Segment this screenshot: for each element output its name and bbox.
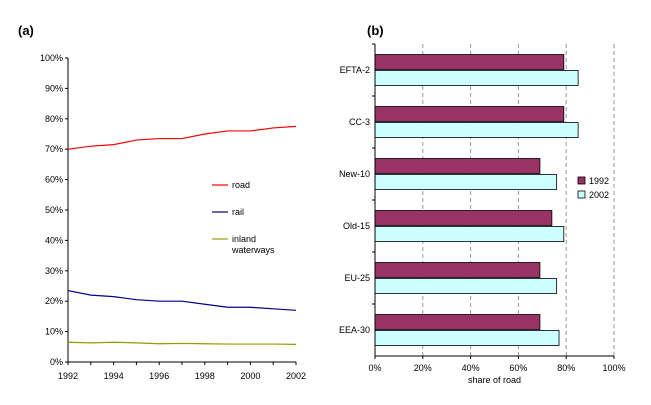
y-ticks: 0% 10% 20% 30% 40% 50% 60% 70% 80% 90% 100% bbox=[40, 53, 68, 367]
bars bbox=[374, 54, 579, 346]
series-line-inland-waterways bbox=[67, 341, 297, 345]
category-label: EFTA-2 bbox=[340, 65, 370, 75]
y-tick-label: 20% bbox=[45, 296, 63, 306]
y-tick-label: 30% bbox=[45, 266, 63, 276]
x-tick-label: 1994 bbox=[104, 371, 124, 381]
bar-1992-Old-15 bbox=[374, 210, 553, 226]
x-tick-label: 100% bbox=[602, 363, 625, 373]
line-chart: 0%10%20%30%40%50%60%70%80%90%100% 1992 19… bbox=[40, 53, 306, 381]
gridlines bbox=[422, 44, 615, 356]
legend-swatch bbox=[577, 176, 586, 185]
category-label: CC-3 bbox=[349, 117, 370, 127]
y-tick-label: 50% bbox=[45, 205, 63, 215]
x-tick-label: 1996 bbox=[149, 371, 169, 381]
bar-2002-EU-25 bbox=[374, 278, 558, 294]
legend-label: 1992 bbox=[589, 176, 609, 186]
bar-1992-EEA-30 bbox=[374, 314, 541, 330]
legend-label: rail bbox=[232, 207, 244, 217]
y-tick-label: 100% bbox=[40, 53, 63, 63]
category-label: EEA-30 bbox=[339, 325, 370, 335]
x-tick-label: 40% bbox=[462, 363, 480, 373]
panel-b-label: (b) bbox=[367, 23, 384, 38]
category-labels: EFTA-2 CC-3 New-10 Old-15 EU-25 EEA-30 bbox=[339, 43, 375, 335]
y-tick-label: 40% bbox=[45, 235, 63, 245]
x-tick-label: 1998 bbox=[195, 371, 215, 381]
series-lines bbox=[67, 125, 297, 345]
panel-a-label: (a) bbox=[18, 23, 34, 38]
bar-2002-New-10 bbox=[374, 174, 558, 190]
series-line-rail bbox=[67, 289, 297, 311]
y-tick-label: 0% bbox=[50, 357, 63, 367]
x-ticks: 0% 20% 40% 60% 80% 100% bbox=[368, 356, 626, 373]
x-tick-label: 20% bbox=[414, 363, 432, 373]
x-ticks: 1992 1994 1996 1998 2000 2002 bbox=[58, 362, 306, 381]
bar-2002-EEA-30 bbox=[374, 330, 560, 346]
x-tick-label: 1992 bbox=[58, 371, 78, 381]
bar-1992-CC-3 bbox=[374, 106, 565, 122]
bar-2002-EFTA-2 bbox=[374, 70, 579, 86]
legend: 1992 2002 bbox=[577, 176, 609, 200]
x-axis-title: share of road bbox=[468, 375, 521, 385]
legend-label: 2002 bbox=[589, 190, 609, 200]
legend-label: road bbox=[232, 180, 250, 190]
y-tick-label: 80% bbox=[45, 114, 63, 124]
y-tick-label: 60% bbox=[45, 175, 63, 185]
bar-1992-EU-25 bbox=[374, 262, 541, 278]
x-tick-label: 60% bbox=[509, 363, 527, 373]
bar-2002-Old-15 bbox=[374, 226, 565, 242]
y-tick-label: 10% bbox=[45, 327, 63, 337]
legend-label: waterways bbox=[231, 245, 275, 255]
bar-chart: EFTA-2 CC-3 New-10 Old-15 EU-25 EEA-30 0% 20% 4… bbox=[339, 43, 626, 385]
x-tick-label: 2002 bbox=[286, 371, 306, 381]
bar-1992-New-10 bbox=[374, 158, 541, 174]
category-label: EU-25 bbox=[344, 273, 370, 283]
category-label: New-10 bbox=[339, 169, 370, 179]
legend-label: inland bbox=[232, 234, 256, 244]
legend-swatch bbox=[577, 190, 586, 199]
category-label: Old-15 bbox=[343, 221, 370, 231]
bar-2002-CC-3 bbox=[374, 122, 579, 138]
series-line-road bbox=[67, 125, 297, 150]
x-tick-label: 0% bbox=[368, 363, 381, 373]
bar-1992-EFTA-2 bbox=[374, 54, 565, 70]
x-tick-label: 80% bbox=[557, 363, 575, 373]
x-tick-label: 2000 bbox=[240, 371, 260, 381]
y-tick-label: 90% bbox=[45, 83, 63, 93]
y-tick-label: 70% bbox=[45, 144, 63, 154]
